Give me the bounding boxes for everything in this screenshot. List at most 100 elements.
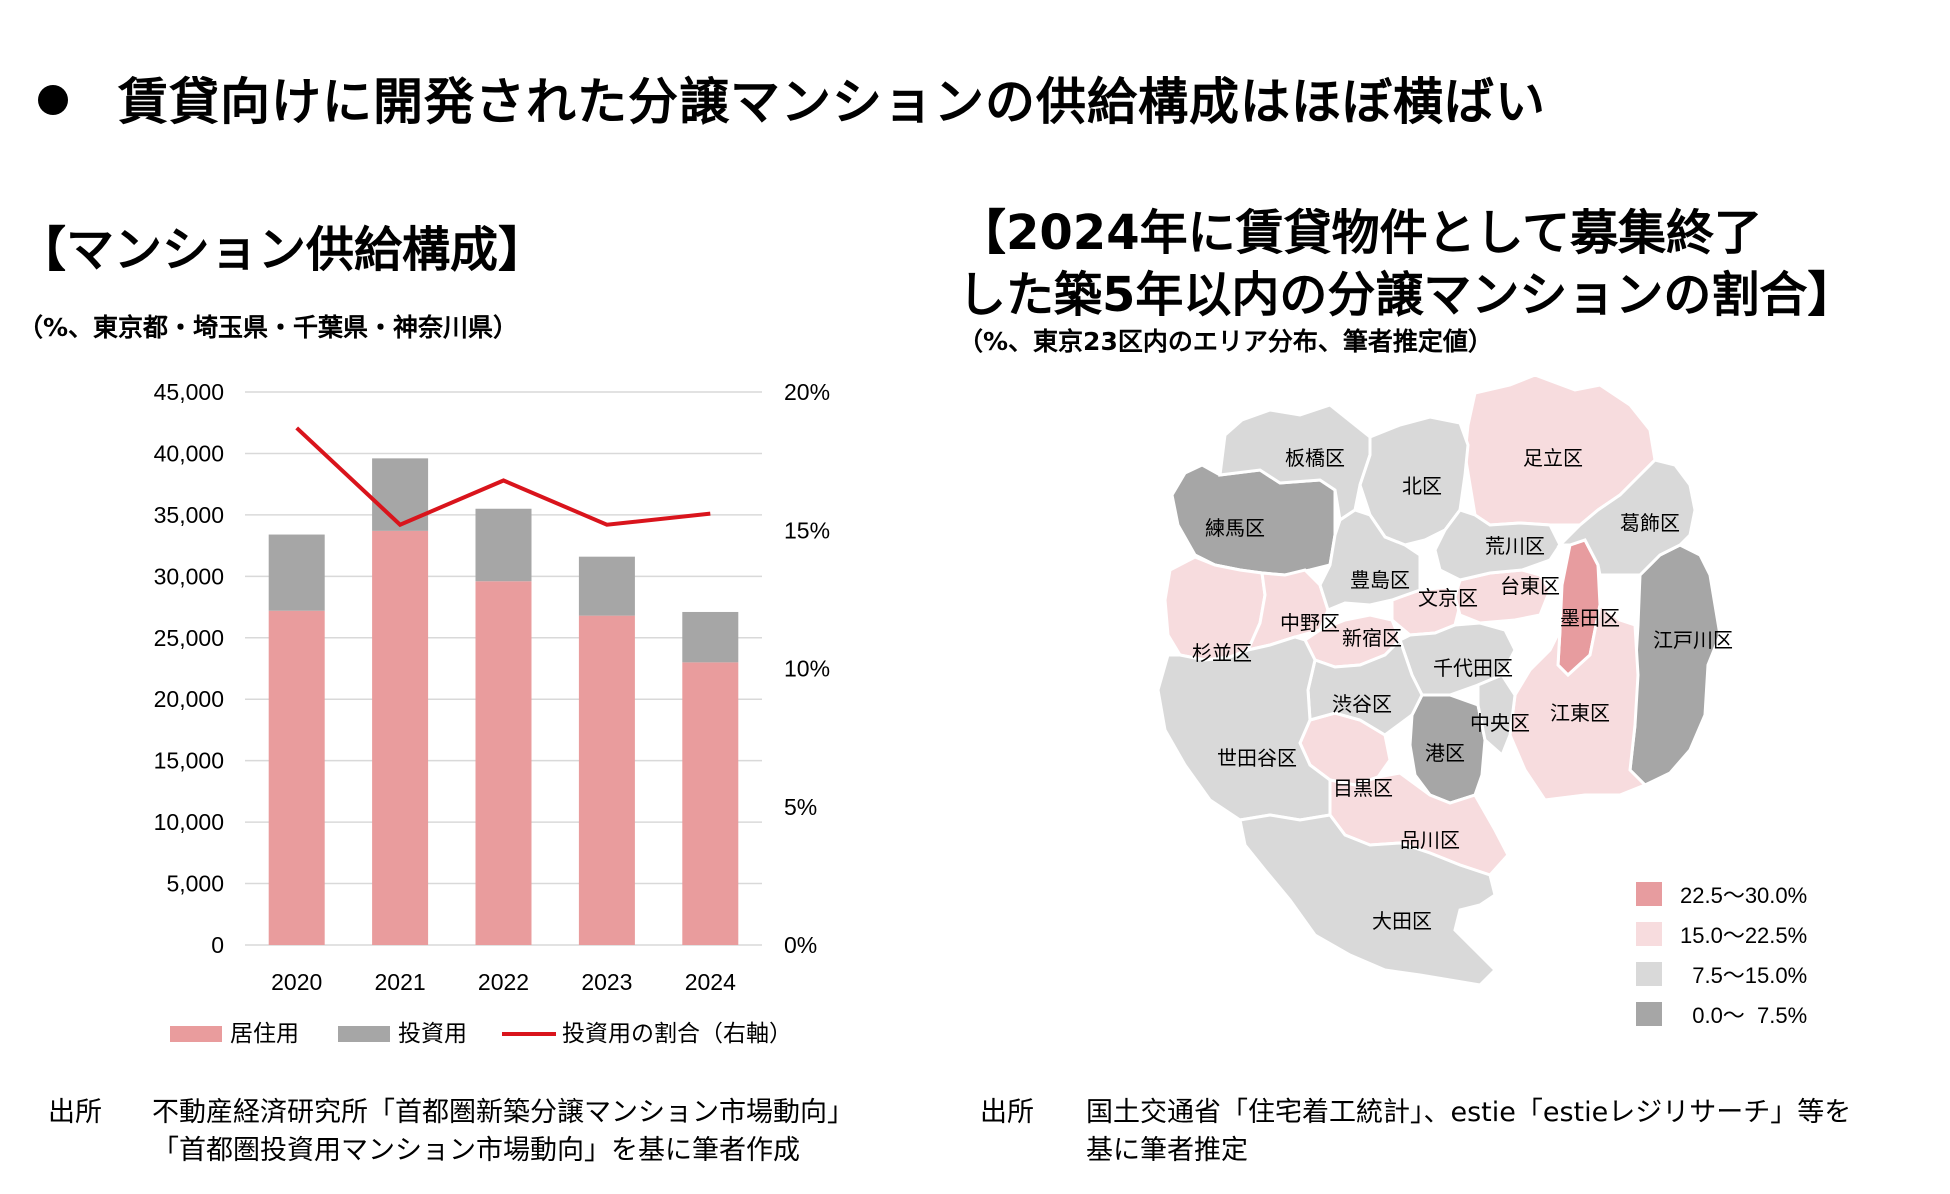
- ward-label: 文京区: [1418, 586, 1478, 610]
- left-chart-subtitle: （%、東京都・埼玉県・千葉県・神奈川県）: [18, 313, 519, 342]
- x-tick-label: 2022: [478, 969, 529, 995]
- ward-label: 渋谷区: [1332, 692, 1392, 716]
- left-source-line2: 「首都圏投資用マンション市場動向」を基に筆者作成: [152, 1135, 800, 1166]
- chart-x-axis: 2020 2021 2022 2023 2024: [271, 969, 736, 995]
- y-tick-label: 15,000: [154, 748, 224, 774]
- map-legend-label: 15.0～22.5%: [1680, 923, 1808, 948]
- ward-label: 板橋区: [1285, 446, 1345, 470]
- left-source-line1: 不動産経済研究所「首都圏新築分譲マンション市場動向」: [152, 1097, 854, 1128]
- map-legend-label: 22.5～30.0%: [1680, 883, 1808, 908]
- map-legend-label: 0.0～ 7.5%: [1680, 1003, 1808, 1028]
- ward-label: 練馬区: [1205, 516, 1265, 540]
- map-legend-swatch: [1636, 882, 1662, 906]
- map-legend-swatch: [1636, 1002, 1662, 1026]
- ward-setagaya: [1156, 635, 1332, 822]
- ward-label: 豊島区: [1350, 568, 1410, 592]
- ward-label: 北区: [1402, 474, 1442, 498]
- ward-label: 世田谷区: [1217, 746, 1297, 770]
- bar-residential: [682, 662, 739, 945]
- y2-tick-label: 5%: [784, 794, 817, 820]
- y-tick-label: 0: [211, 932, 224, 958]
- legend-label-investment: 投資用: [398, 1020, 467, 1046]
- y-tick-label: 10,000: [154, 809, 224, 835]
- bar-investment: [578, 556, 635, 616]
- chart-right-axis: 0% 5% 10% 15% 20%: [784, 379, 830, 958]
- y-tick-label: 35,000: [154, 502, 224, 528]
- bar-residential: [475, 581, 532, 945]
- ward-label: 中央区: [1470, 711, 1530, 735]
- y2-tick-label: 10%: [784, 656, 830, 682]
- map-legend-item: 0.0～ 7.5%: [1636, 998, 1807, 1028]
- ward-katsushika: [1556, 458, 1697, 577]
- bar-investment: [682, 611, 739, 663]
- map-legend-item: 15.0～22.5%: [1636, 918, 1807, 948]
- legend-label-residential: 居住用: [230, 1020, 299, 1046]
- right-map-title-line2: した築5年以内の分譲マンションの割合】: [958, 267, 1856, 323]
- bullet-icon: [38, 84, 68, 115]
- chart-bars: [268, 458, 739, 945]
- ward-label: 江東区: [1550, 701, 1610, 725]
- ward-label: 荒川区: [1485, 534, 1545, 558]
- ward-arakawa: [1433, 508, 1562, 582]
- map-legend-swatch: [1636, 922, 1662, 946]
- map-legend-item: 22.5～30.0%: [1636, 878, 1807, 908]
- map-legend-swatch: [1636, 962, 1662, 986]
- ward-label: 台東区: [1500, 574, 1560, 598]
- ratio-line: [295, 426, 711, 528]
- left-source-label: 出所: [48, 1097, 102, 1128]
- chart-ratio-line: [295, 426, 711, 528]
- map-legend-label: 7.5～15.0%: [1680, 963, 1808, 988]
- ward-label: 目黒区: [1333, 776, 1393, 800]
- legend-label-ratio: 投資用の割合（右軸）: [562, 1020, 792, 1046]
- y2-tick-label: 15%: [784, 517, 830, 543]
- ward-label: 千代田区: [1433, 656, 1513, 680]
- x-tick-label: 2024: [685, 969, 736, 995]
- y-tick-label: 30,000: [154, 563, 224, 589]
- ward-label: 港区: [1425, 741, 1465, 765]
- chart-left-axis: 0 5,000 10,000 15,000 20,000 25,000 30,000 35,0…: [154, 379, 224, 958]
- ward-label: 葛飾区: [1620, 511, 1680, 535]
- y2-tick-label: 0%: [784, 932, 817, 958]
- ward-label: 新宿区: [1342, 626, 1402, 650]
- ward-label: 品川区: [1400, 828, 1460, 852]
- y-tick-label: 40,000: [154, 440, 224, 466]
- ward-label: 大田区: [1372, 909, 1432, 933]
- bar-investment: [372, 458, 429, 531]
- ward-label: 江戸川区: [1653, 628, 1733, 652]
- headline-text: 賃貸向けに開発された分譲マンションの供給構成はほぼ横ばい: [118, 73, 1546, 131]
- y-tick-label: 20,000: [154, 686, 224, 712]
- left-chart-title: 【マンション供給構成】: [18, 222, 547, 278]
- right-map-title-line1: 【2024年に賃貸物件として募集終了: [958, 205, 1763, 261]
- ward-edogawa: [1628, 543, 1722, 787]
- ward-chuo: [1476, 673, 1517, 758]
- map-legend-item: 7.5～15.0%: [1636, 958, 1807, 988]
- right-source-line1: 国土交通省「住宅着工統計」、estie「estieレジリサーチ」等を: [1086, 1097, 1852, 1128]
- x-tick-label: 2021: [375, 969, 426, 995]
- ward-nakano: [1245, 568, 1330, 653]
- bar-investment: [268, 534, 325, 611]
- y-tick-label: 5,000: [166, 871, 224, 897]
- supply-composition-chart: 0 5,000 10,000 15,000 20,000 25,000 30,000 35,0…: [154, 379, 830, 1046]
- right-map-subtitle: （%、東京23区内のエリア分布、筆者推定値）: [958, 327, 1493, 356]
- ward-label: 足立区: [1523, 446, 1583, 470]
- ward-label: 中野区: [1280, 611, 1340, 635]
- ward-label: 墨田区: [1560, 606, 1620, 630]
- x-tick-label: 2020: [271, 969, 322, 995]
- x-tick-label: 2023: [581, 969, 632, 995]
- headline: 賃貸向けに開発された分譲マンションの供給構成はほぼ横ばい: [38, 62, 1546, 134]
- chart-legend: 居住用 投資用 投資用の割合（右軸）: [170, 1020, 792, 1046]
- right-source-label: 出所: [980, 1097, 1034, 1128]
- bar-residential: [268, 610, 325, 945]
- bar-investment: [475, 508, 532, 582]
- bar-residential: [578, 615, 635, 945]
- ward-shibuya: [1306, 637, 1424, 737]
- legend-swatch-investment: [338, 1026, 390, 1042]
- ward-label: 杉並区: [1192, 641, 1252, 665]
- right-source-line2: 基に筆者推定: [1086, 1135, 1248, 1166]
- ward-ota: [1238, 813, 1498, 987]
- y2-tick-label: 20%: [784, 379, 830, 405]
- y-tick-label: 45,000: [154, 379, 224, 405]
- y-tick-label: 25,000: [154, 625, 224, 651]
- ward-toshima: [1318, 508, 1422, 613]
